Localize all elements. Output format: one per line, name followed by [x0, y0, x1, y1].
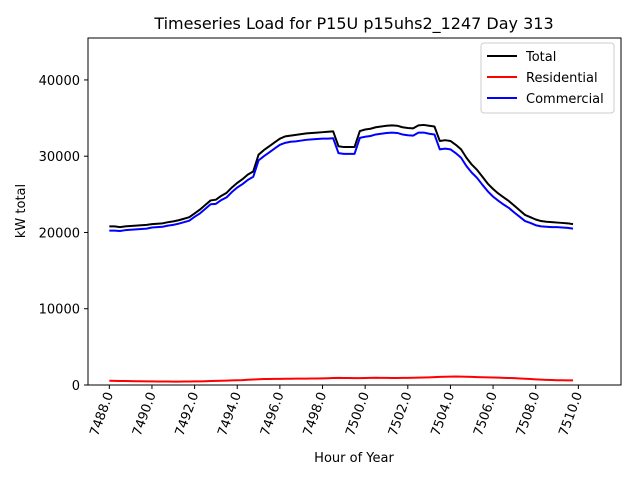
series-line-residential — [109, 375, 574, 383]
series-line-commercial — [109, 131, 574, 232]
legend: Total Residential Commercial — [480, 42, 615, 114]
y-tick-label: 30000 — [39, 150, 80, 165]
y-tick-label: 20000 — [39, 226, 80, 241]
plot-lines — [109, 123, 574, 383]
series-line-total — [109, 123, 574, 229]
legend-label-residential: Residential — [526, 71, 598, 86]
x-axis-label: Hour of Year — [314, 451, 394, 466]
chart-title: Timeseries Load for P15U p15uhs2_1247 Da… — [153, 14, 553, 34]
legend-label-commercial: Commercial — [526, 92, 604, 107]
y-axis-ticks: 0 10000 20000 30000 40000 — [39, 74, 88, 394]
legend-box — [480, 42, 615, 114]
plot-frame — [87, 37, 622, 386]
y-tick-label: 0 — [72, 379, 80, 394]
y-tick-label: 10000 — [39, 303, 80, 318]
y-tick-label: 40000 — [39, 74, 80, 89]
y-axis-label: kW total — [14, 184, 29, 238]
legend-label-total: Total — [525, 50, 556, 65]
